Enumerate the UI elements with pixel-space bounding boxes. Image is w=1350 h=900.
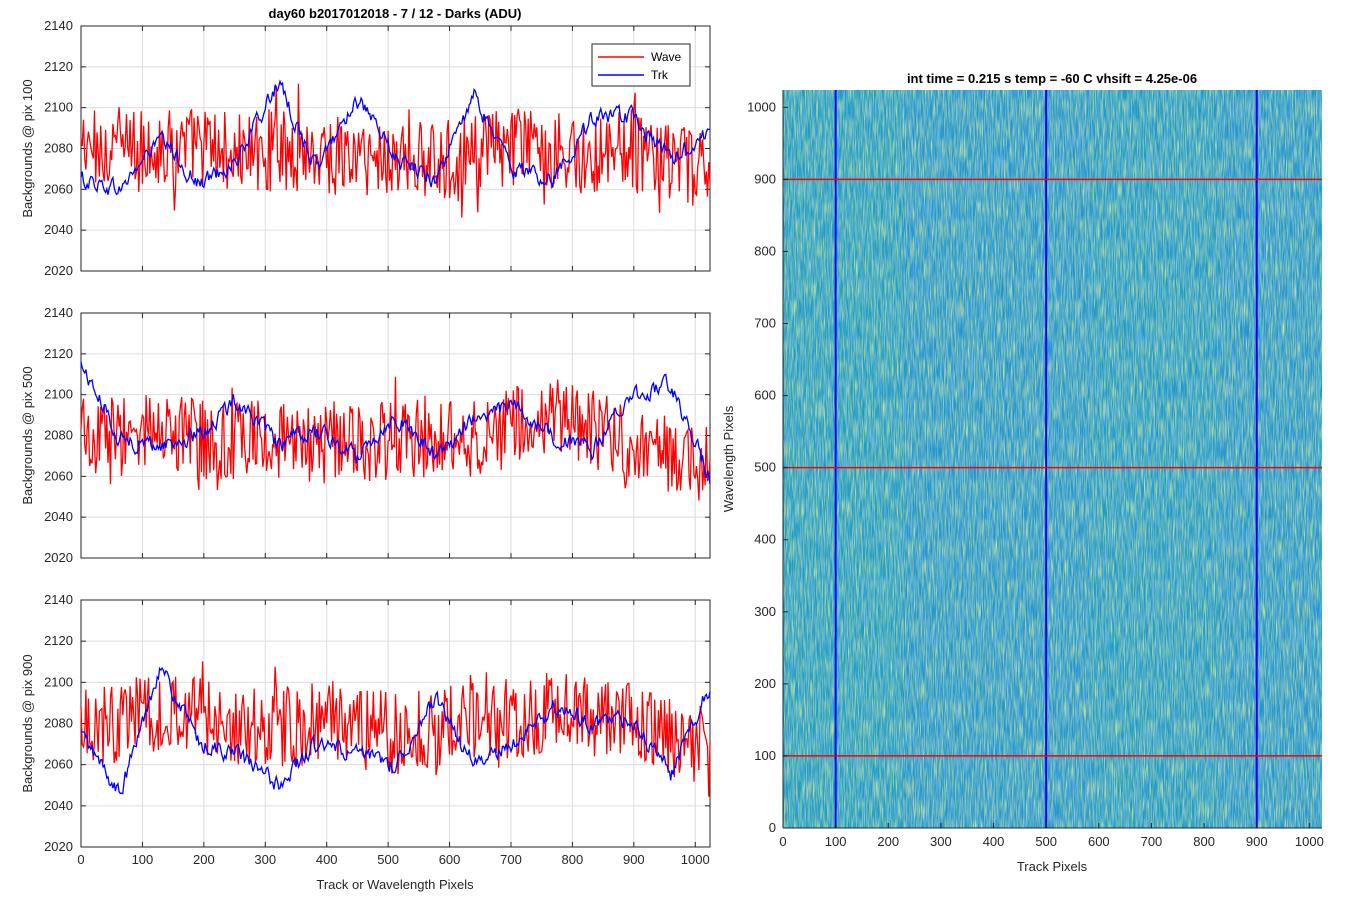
line-panel-pix-100: day60 b2017012018 - 7 / 12 - Darks (ADU)… <box>20 6 711 278</box>
y-tick-label: 2020 <box>44 263 73 278</box>
x-tick-label: 600 <box>1088 834 1110 849</box>
y-tick-label: 2040 <box>44 798 73 813</box>
x-tick-label: 500 <box>1035 834 1057 849</box>
x-tick-label: 600 <box>439 852 461 867</box>
x-tick-label: 800 <box>562 852 584 867</box>
heatmap-overlay-lines <box>783 90 1322 828</box>
x-tick-label: 100 <box>132 852 154 867</box>
y-tick-label: 300 <box>754 604 776 619</box>
legend-trk-label: Trk <box>651 68 669 82</box>
legend-wave-label: Wave <box>651 50 682 64</box>
x-tick-label: 1000 <box>681 852 710 867</box>
y-tick-label: 2080 <box>44 716 73 731</box>
legend-box <box>591 43 691 87</box>
y-tick-label: 2080 <box>44 428 73 443</box>
heatmap-x-axis-label: Track Pixels <box>1017 859 1088 874</box>
legend: Wave Trk <box>591 43 691 87</box>
x-tick-label: 1000 <box>1295 834 1324 849</box>
grid <box>80 312 710 559</box>
series-line-trk <box>80 361 711 485</box>
heatmap-y-axis-label: Wavelength Pixels <box>721 405 736 512</box>
heatmap-panel: int time = 0.215 s temp = -60 C vhsift =… <box>721 71 1324 874</box>
line-panel-pix-900: 0 100 200 300 400 500 600 700 800 900 1000 2020 2040… <box>20 592 711 892</box>
plot-area <box>80 361 711 501</box>
x-tick-label: 700 <box>1141 834 1163 849</box>
y-tick-label: 0 <box>769 820 776 835</box>
plot-area <box>80 79 711 218</box>
line-panel-pix-500: 2020 2040 2060 2080 2100 2120 2140 Backgrounds… <box>20 305 711 565</box>
heatmap-axes: 0 100 200 300 400 500 600 700 800 900 1000 0 100 200 3… <box>747 90 1324 849</box>
x-tick-label: 0 <box>77 852 84 867</box>
y-axis-label: Backgrounds @ pix 900 <box>20 654 35 792</box>
x-axis-label: Track or Wavelength Pixels <box>316 877 474 892</box>
y-tick-label: 2100 <box>44 100 73 115</box>
y-tick-label: 500 <box>754 460 776 475</box>
x-tick-label: 400 <box>316 852 338 867</box>
y-tick-label: 2020 <box>44 839 73 854</box>
y-tick-label: 2020 <box>44 550 73 565</box>
y-tick-label: 2140 <box>44 592 73 607</box>
heatmap-title: int time = 0.215 s temp = -60 C vhsift =… <box>907 71 1197 86</box>
y-tick-label: 2040 <box>44 222 73 237</box>
y-tick-label: 200 <box>754 676 776 691</box>
y-tick-label: 2120 <box>44 633 73 648</box>
x-tick-label: 100 <box>825 834 847 849</box>
series-line-trk <box>80 666 711 795</box>
y-tick-label: 2120 <box>44 346 73 361</box>
y-tick-label: 2060 <box>44 468 73 483</box>
x-tick-label: 900 <box>623 852 645 867</box>
y-tick-label: 100 <box>754 748 776 763</box>
series-line-wave <box>80 376 711 501</box>
y-tick-label: 2060 <box>44 181 73 196</box>
heatmap-texture-dark <box>783 90 1322 828</box>
y-tick-label: 900 <box>754 171 776 186</box>
plot-area <box>80 661 711 797</box>
x-tick-label: 0 <box>779 834 786 849</box>
y-tick-label: 2060 <box>44 757 73 772</box>
x-tick-label: 300 <box>254 852 276 867</box>
axes: 0 100 200 300 400 500 600 700 800 900 1000 2020 2040… <box>44 592 711 867</box>
axes: 2020 2040 2060 2080 2100 2120 2140 <box>44 18 711 278</box>
x-tick-label: 900 <box>1246 834 1268 849</box>
x-tick-label: 800 <box>1193 834 1215 849</box>
y-tick-label: 700 <box>754 316 776 331</box>
y-tick-label: 2120 <box>44 59 73 74</box>
x-tick-label: 200 <box>193 852 215 867</box>
y-tick-label: 2100 <box>44 387 73 402</box>
y-tick-label: 2100 <box>44 674 73 689</box>
x-tick-label: 200 <box>877 834 899 849</box>
x-tick-label: 700 <box>500 852 522 867</box>
axes: 2020 2040 2060 2080 2100 2120 2140 <box>44 305 711 565</box>
y-axis-label: Backgrounds @ pix 500 <box>20 366 35 504</box>
y-axis-label: Backgrounds @ pix 100 <box>20 79 35 217</box>
y-tick-label: 800 <box>754 243 776 258</box>
series-line-trk <box>80 79 711 196</box>
y-tick-label: 2140 <box>44 305 73 320</box>
x-tick-label: 400 <box>983 834 1005 849</box>
y-tick-label: 2040 <box>44 509 73 524</box>
x-tick-label: 500 <box>377 852 399 867</box>
figure-title: day60 b2017012018 - 7 / 12 - Darks (ADU) <box>269 6 522 21</box>
y-tick-label: 2140 <box>44 18 73 33</box>
y-tick-label: 1000 <box>747 99 776 114</box>
y-tick-label: 600 <box>754 388 776 403</box>
series-line-wave <box>80 83 711 218</box>
y-tick-label: 400 <box>754 532 776 547</box>
y-tick-label: 2080 <box>44 141 73 156</box>
x-tick-label: 300 <box>930 834 952 849</box>
